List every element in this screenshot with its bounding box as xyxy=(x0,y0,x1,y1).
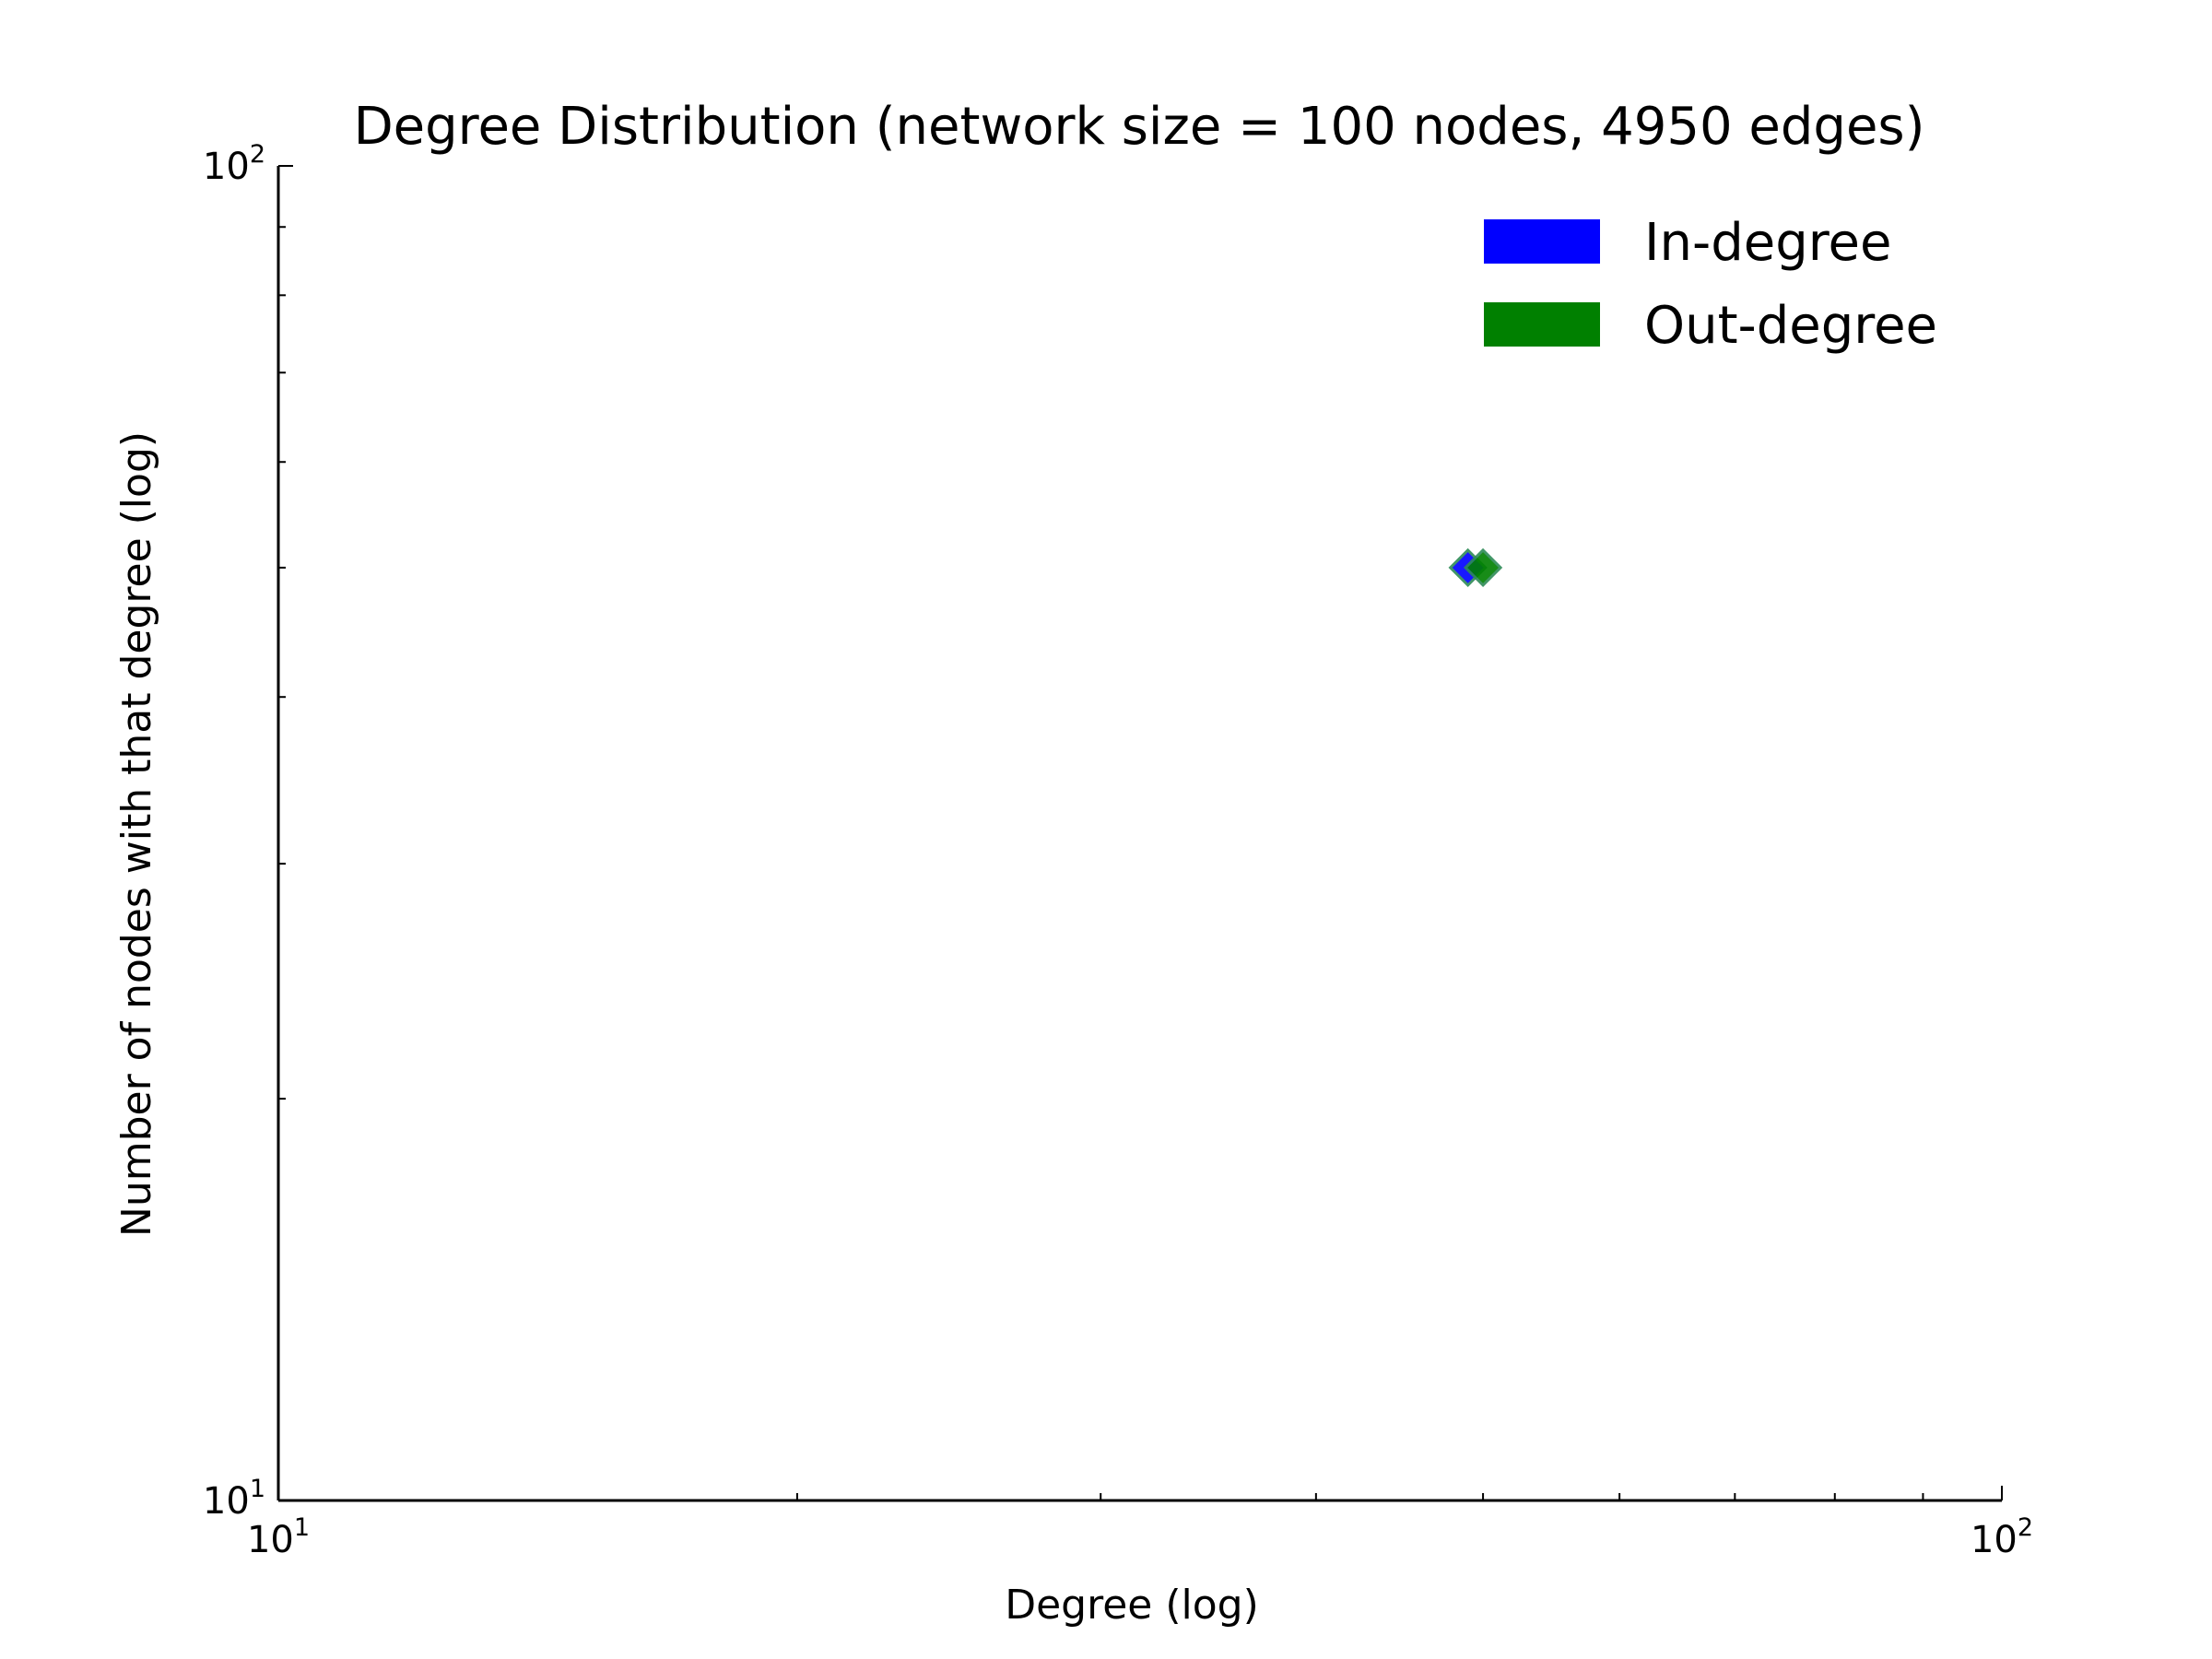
tick-base: 10 xyxy=(203,146,250,188)
x-tick-label: 101 xyxy=(247,1513,310,1561)
tick-exponent: 1 xyxy=(294,1513,310,1542)
legend-swatch-out-degree xyxy=(1484,302,1600,347)
data-points xyxy=(1448,547,1503,588)
y-axis-title: Number of nodes with that degree (log) xyxy=(113,431,160,1237)
x-tick-label: 102 xyxy=(1971,1513,2033,1561)
legend: In-degree Out-degree xyxy=(1484,213,1937,356)
legend-label-out-degree: Out-degree xyxy=(1644,296,1937,356)
tick-exponent: 1 xyxy=(250,1475,265,1503)
tick-base: 10 xyxy=(247,1519,294,1561)
data-point-out-degree xyxy=(1463,547,1503,588)
y-tick-label: 102 xyxy=(203,140,265,188)
tick-exponent: 2 xyxy=(250,140,265,169)
x-axis-title: Degree (log) xyxy=(1005,1582,1259,1629)
chart-title: Degree Distribution (network size = 100 … xyxy=(354,97,1925,157)
legend-label-in-degree: In-degree xyxy=(1644,213,1891,273)
tick-base: 10 xyxy=(1971,1519,2018,1561)
tick-base: 10 xyxy=(203,1480,250,1523)
y-tick-label: 101 xyxy=(203,1475,265,1523)
legend-swatch-in-degree xyxy=(1484,219,1600,264)
tick-exponent: 2 xyxy=(2018,1513,2033,1542)
